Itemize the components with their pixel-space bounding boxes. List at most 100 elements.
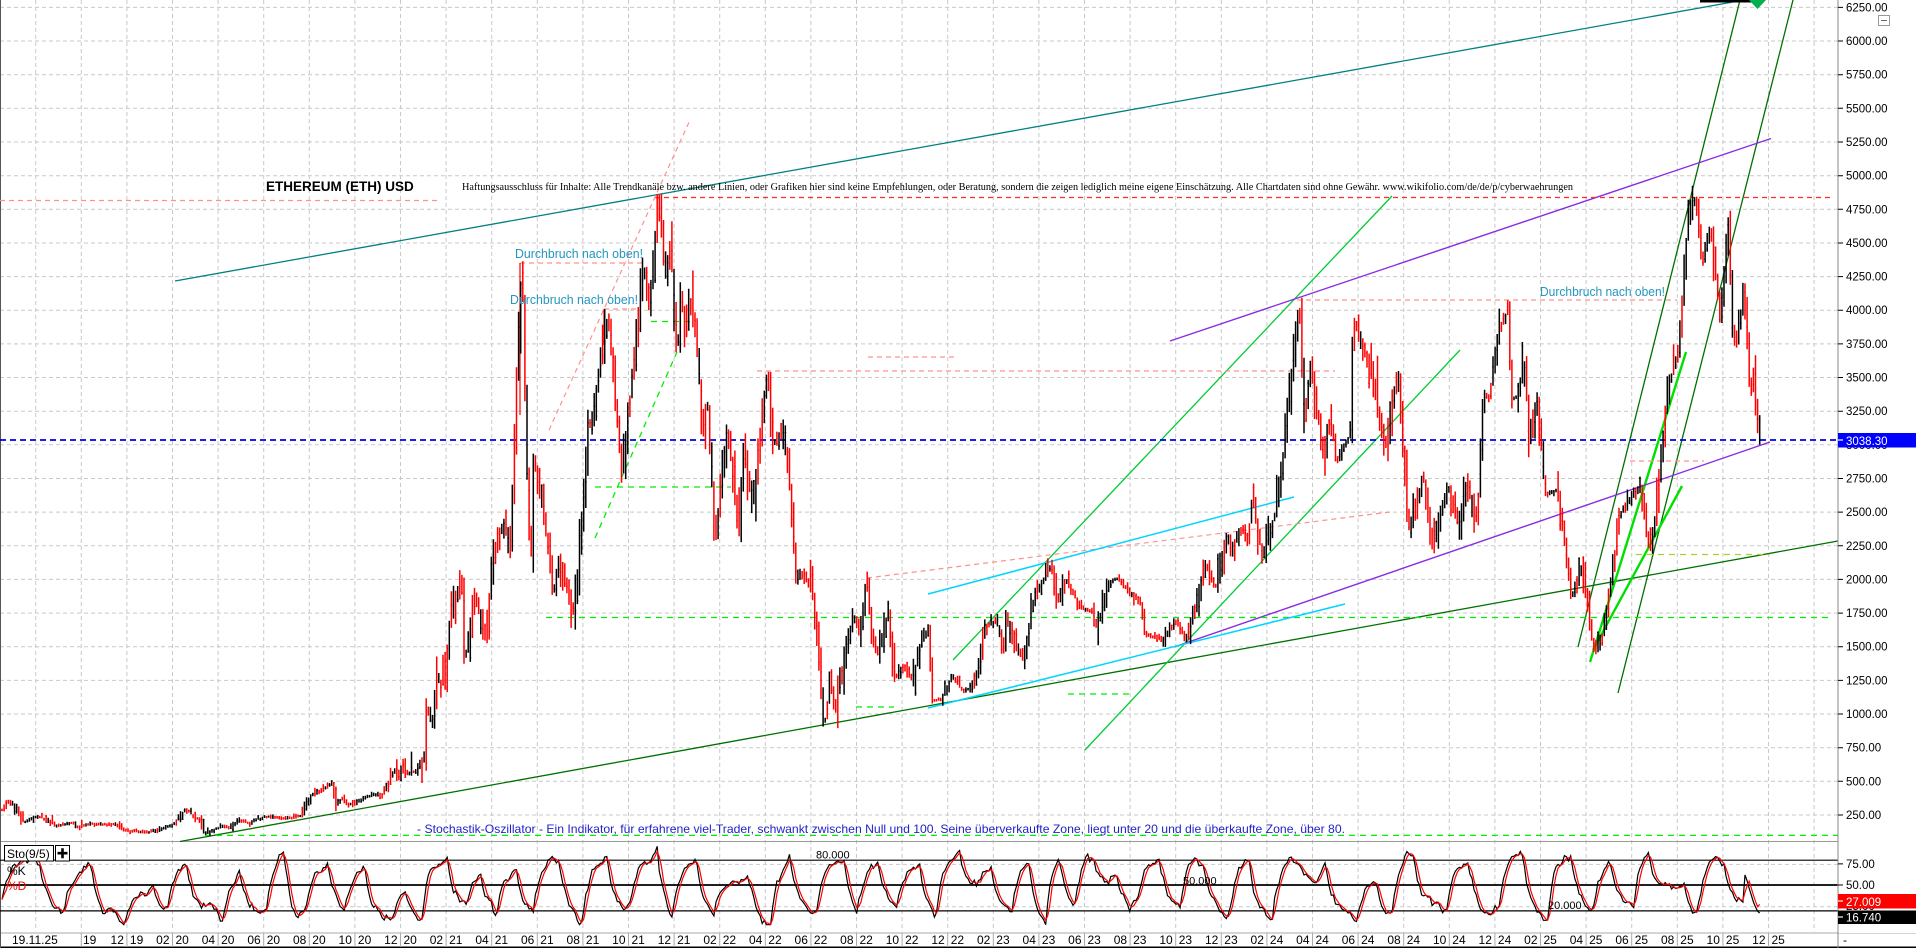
svg-text:06: 06: [247, 933, 261, 947]
svg-text:21: 21: [449, 933, 463, 947]
svg-text:2500.00: 2500.00: [1846, 507, 1888, 519]
svg-text:5000.00: 5000.00: [1846, 171, 1888, 183]
svg-text:12: 12: [1479, 933, 1493, 947]
svg-text:%D: %D: [7, 879, 27, 893]
svg-text:02: 02: [156, 933, 170, 947]
svg-text:50.000: 50.000: [1183, 876, 1217, 888]
svg-text:23: 23: [1179, 933, 1193, 947]
svg-text:ETHEREUM (ETH) USD: ETHEREUM (ETH) USD: [266, 179, 414, 194]
svg-text:12: 12: [111, 933, 125, 947]
svg-text:19: 19: [130, 933, 144, 947]
svg-text:24: 24: [1452, 933, 1466, 947]
svg-text:12: 12: [931, 933, 945, 947]
svg-text:5750.00: 5750.00: [1846, 70, 1888, 82]
svg-text:24: 24: [1270, 933, 1284, 947]
svg-text:04: 04: [1023, 933, 1037, 947]
svg-text:10: 10: [1707, 933, 1721, 947]
svg-text:04: 04: [1570, 933, 1584, 947]
svg-text:22: 22: [860, 933, 874, 947]
svg-text:5500.00: 5500.00: [1846, 103, 1888, 115]
svg-text:22: 22: [951, 933, 965, 947]
svg-text:06: 06: [1615, 933, 1629, 947]
svg-text:20: 20: [267, 933, 281, 947]
svg-text:12: 12: [1205, 933, 1219, 947]
svg-text:Durchbruch nach oben!: Durchbruch nach oben!: [510, 293, 638, 307]
svg-text:23: 23: [1088, 933, 1102, 947]
svg-text:500.00: 500.00: [1846, 776, 1881, 788]
svg-text:08: 08: [1661, 933, 1675, 947]
svg-text:Sto(9/5): Sto(9/5): [7, 847, 50, 861]
svg-text:10: 10: [612, 933, 626, 947]
svg-text:21: 21: [540, 933, 554, 947]
svg-text:08: 08: [567, 933, 581, 947]
svg-text:24: 24: [1498, 933, 1512, 947]
svg-text:3038.30: 3038.30: [1846, 436, 1888, 448]
svg-text:23: 23: [1042, 933, 1056, 947]
svg-text:04: 04: [749, 933, 763, 947]
svg-text:4000.00: 4000.00: [1846, 305, 1888, 317]
svg-text:10: 10: [339, 933, 353, 947]
svg-text:3750.00: 3750.00: [1846, 339, 1888, 351]
svg-text:21: 21: [586, 933, 600, 947]
svg-text:02: 02: [1251, 933, 1265, 947]
svg-text:23: 23: [996, 933, 1010, 947]
svg-text:50.00: 50.00: [1846, 880, 1875, 892]
svg-text:06: 06: [795, 933, 809, 947]
svg-text:23: 23: [1133, 933, 1147, 947]
svg-text:250.00: 250.00: [1846, 810, 1881, 822]
svg-text:25: 25: [1726, 933, 1740, 947]
svg-text:2000.00: 2000.00: [1846, 574, 1888, 586]
svg-text:21: 21: [495, 933, 509, 947]
svg-text:6250.00: 6250.00: [1846, 2, 1888, 14]
svg-text:08: 08: [1387, 933, 1401, 947]
svg-text:06: 06: [1068, 933, 1082, 947]
svg-text:4500.00: 4500.00: [1846, 238, 1888, 250]
svg-text:20: 20: [221, 933, 235, 947]
svg-text:12: 12: [1752, 933, 1766, 947]
svg-text:04: 04: [202, 933, 216, 947]
svg-text:5250.00: 5250.00: [1846, 137, 1888, 149]
svg-text:10: 10: [886, 933, 900, 947]
svg-text:27.009: 27.009: [1846, 897, 1881, 909]
svg-text:-: -: [1843, 933, 1847, 947]
svg-text:25: 25: [1680, 933, 1694, 947]
svg-text:75.00: 75.00: [1846, 859, 1875, 871]
svg-text:3250.00: 3250.00: [1846, 406, 1888, 418]
svg-text:21: 21: [677, 933, 691, 947]
svg-text:20: 20: [176, 933, 190, 947]
svg-text:22: 22: [768, 933, 782, 947]
svg-text:22: 22: [723, 933, 737, 947]
svg-text:02: 02: [1524, 933, 1538, 947]
svg-text:4250.00: 4250.00: [1846, 272, 1888, 284]
svg-text:Haftungsausschluss für Inhalte: Haftungsausschluss für Inhalte: Alle Tre…: [462, 181, 1573, 193]
svg-text:80.000: 80.000: [816, 850, 850, 862]
svg-text:1000.00: 1000.00: [1846, 709, 1888, 721]
svg-text:25: 25: [1589, 933, 1603, 947]
svg-text:25: 25: [1635, 933, 1649, 947]
svg-text:12: 12: [384, 933, 398, 947]
svg-text:08: 08: [293, 933, 307, 947]
svg-text:2750.00: 2750.00: [1846, 474, 1888, 486]
svg-text:20: 20: [404, 933, 418, 947]
svg-text:02: 02: [703, 933, 717, 947]
svg-text:1250.00: 1250.00: [1846, 675, 1888, 687]
svg-text:10: 10: [1159, 933, 1173, 947]
svg-text:4750.00: 4750.00: [1846, 204, 1888, 216]
svg-text:02: 02: [430, 933, 444, 947]
svg-text:22: 22: [905, 933, 919, 947]
svg-text:16.740: 16.740: [1846, 913, 1881, 925]
svg-text:2250.00: 2250.00: [1846, 541, 1888, 553]
svg-text:1500.00: 1500.00: [1846, 642, 1888, 654]
svg-text:10: 10: [1433, 933, 1447, 947]
svg-text:04: 04: [475, 933, 489, 947]
svg-text:750.00: 750.00: [1846, 743, 1881, 755]
svg-text:02: 02: [977, 933, 991, 947]
svg-text:20.000: 20.000: [1548, 900, 1582, 912]
svg-text:Durchbruch nach oben!: Durchbruch nach oben!: [515, 247, 643, 261]
svg-text:24: 24: [1407, 933, 1421, 947]
svg-text:21: 21: [632, 933, 646, 947]
svg-text:1750.00: 1750.00: [1846, 608, 1888, 620]
svg-text:08: 08: [1114, 933, 1128, 947]
svg-text:25: 25: [1544, 933, 1558, 947]
svg-text:3500.00: 3500.00: [1846, 373, 1888, 385]
